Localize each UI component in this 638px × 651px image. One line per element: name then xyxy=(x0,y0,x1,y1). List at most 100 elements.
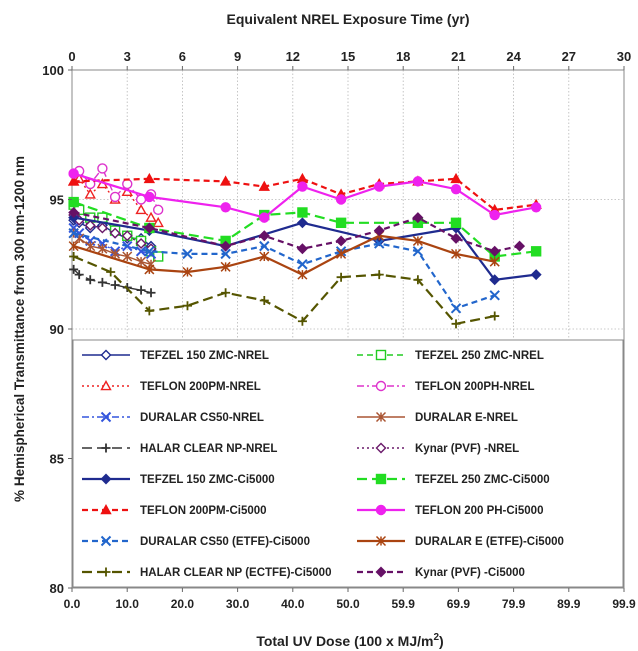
data-point xyxy=(412,176,424,187)
data-point xyxy=(68,206,80,218)
series-line xyxy=(73,227,152,255)
data-point xyxy=(530,246,542,257)
top-tick-label: 15 xyxy=(341,49,355,64)
data-point xyxy=(121,230,133,242)
data-point xyxy=(514,240,526,252)
top-axis-label: Equivalent NREL Exposure Time (yr) xyxy=(227,11,470,27)
marker-shape xyxy=(220,261,231,272)
data-point xyxy=(85,275,95,285)
legend-marker xyxy=(101,567,111,577)
series-11 xyxy=(68,168,542,223)
legend-label: TEFZEL 150 ZMC-NREL xyxy=(140,350,269,362)
data-point xyxy=(219,175,232,186)
marker-shape xyxy=(109,227,121,239)
top-tick-label: 3 xyxy=(124,49,131,64)
legend-marker xyxy=(375,504,387,516)
legend-label: DURALAR E (ETFE)-Ci5000 xyxy=(415,536,564,548)
x-tick-label: 30.0 xyxy=(226,597,250,611)
data-point xyxy=(69,251,79,261)
data-point xyxy=(450,183,462,195)
legend-entry: HALAR CLEAR NP-NREL xyxy=(82,443,277,455)
top-tick-label: 12 xyxy=(286,49,300,64)
x-tick-label: 50.0 xyxy=(336,597,360,611)
legend-label: TEFLON 200PM-Ci5000 xyxy=(140,505,267,517)
marker-shape xyxy=(182,301,192,311)
data-point xyxy=(143,222,155,234)
legend-entry: Kynar (PVF) -NREL xyxy=(357,442,519,455)
marker-shape xyxy=(182,266,193,278)
data-point xyxy=(221,288,231,298)
data-point xyxy=(109,227,121,239)
data-point xyxy=(146,288,156,298)
marker-shape xyxy=(69,264,79,274)
legend-box xyxy=(72,339,624,588)
x-tick-label: 20.0 xyxy=(171,597,195,611)
data-point xyxy=(259,251,270,262)
data-point xyxy=(122,251,133,262)
marker-shape xyxy=(412,176,424,187)
data-point xyxy=(412,246,424,257)
data-point xyxy=(110,280,120,290)
marker-shape xyxy=(450,232,462,244)
marker-shape xyxy=(145,211,157,222)
top-tick-label: 9 xyxy=(234,49,241,64)
top-tick-label: 0 xyxy=(68,49,75,64)
data-point xyxy=(145,211,157,222)
legend-label: HALAR CLEAR NP (ECTFE)-Ci5000 xyxy=(140,567,331,579)
marker-shape xyxy=(451,319,461,329)
data-point xyxy=(144,264,155,275)
data-point xyxy=(84,219,96,231)
y-tick-label: 100 xyxy=(42,63,64,78)
data-point xyxy=(97,212,108,223)
x-axis-label-sup: 2 xyxy=(433,632,439,643)
data-point xyxy=(259,212,270,223)
series-6 xyxy=(69,264,156,298)
legend-marker xyxy=(100,380,112,391)
data-point xyxy=(97,243,108,254)
marker-shape xyxy=(143,172,156,184)
marker-shape xyxy=(68,168,79,179)
marker-shape xyxy=(144,246,155,257)
data-point xyxy=(450,232,462,244)
data-point xyxy=(296,217,308,229)
marker-shape xyxy=(219,175,232,186)
marker-shape xyxy=(152,216,164,228)
series-14 xyxy=(69,251,500,329)
marker-shape xyxy=(258,180,270,191)
data-point xyxy=(336,272,346,282)
legend-entry: TEFZEL 150 ZMC-Ci5000 xyxy=(82,473,275,486)
marker-shape xyxy=(336,248,347,259)
legend-label: TEFZEL 150 ZMC-Ci5000 xyxy=(140,474,275,486)
data-point xyxy=(490,311,500,321)
marker-shape xyxy=(335,217,347,229)
legend-label: TEFLON 200PH-NREL xyxy=(415,381,535,393)
marker-shape xyxy=(375,411,387,423)
marker-shape xyxy=(221,288,231,298)
marker-shape xyxy=(374,270,384,280)
data-point xyxy=(412,212,424,224)
legend-label: TEFZEL 250 ZMC-Ci5000 xyxy=(415,474,550,486)
data-point xyxy=(374,270,384,280)
legend-entry: TEFLON 200 PH-Ci5000 xyxy=(357,504,543,517)
data-point xyxy=(258,180,270,191)
data-point xyxy=(297,207,308,218)
x-tick-label: 40.0 xyxy=(281,597,305,611)
marker-shape xyxy=(144,191,155,203)
marker-shape xyxy=(412,246,424,257)
x-axis-label-end: ) xyxy=(439,633,444,649)
y-tick-label: 80 xyxy=(50,581,64,596)
legend-label: DURALAR CS50-NREL xyxy=(140,412,264,424)
marker-shape xyxy=(85,275,95,285)
legend-entry: TEFZEL 250 ZMC-Ci5000 xyxy=(357,473,550,486)
marker-shape xyxy=(489,209,500,221)
marker-shape xyxy=(84,219,96,231)
y-tick-label: 95 xyxy=(50,193,64,208)
marker-shape xyxy=(110,280,120,290)
data-point xyxy=(450,303,462,314)
marker-shape xyxy=(152,204,164,216)
marker-shape xyxy=(412,235,423,246)
data-point xyxy=(144,246,155,257)
legend-label: TEFLON 200PM-NREL xyxy=(140,381,261,393)
